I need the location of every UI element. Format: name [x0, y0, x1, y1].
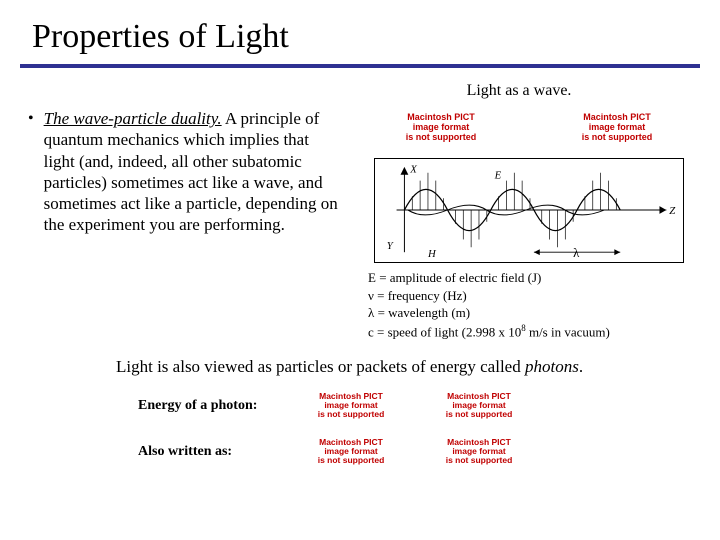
wave-diagram: X E Z H Y λ [374, 158, 684, 263]
energy-row-2: Also written as: Macintosh PICTimage for… [138, 433, 700, 471]
pict-error-icon: Macintosh PICT image format is not suppo… [552, 108, 682, 148]
pict-error-icon: Macintosh PICT image format is not suppo… [376, 108, 506, 148]
photon-line: Light is also viewed as particles or pac… [116, 357, 700, 377]
bullet-marker: • [28, 108, 34, 341]
left-column: • The wave-particle duality. A principle… [28, 108, 338, 341]
svg-text:H: H [427, 248, 437, 260]
pict-error-icon: Macintosh PICTimage formatis not support… [296, 387, 406, 425]
page-title: Properties of Light [32, 18, 720, 56]
lead-phrase: The wave-particle duality. [44, 109, 222, 128]
svg-text:E: E [494, 170, 502, 182]
wave-legend: E = amplitude of electric field (J) ν = … [358, 269, 700, 341]
svg-text:Y: Y [387, 240, 394, 252]
svg-text:X: X [409, 164, 417, 176]
right-column: Macintosh PICT image format is not suppo… [358, 108, 700, 341]
body-paragraph: The wave-particle duality. A principle o… [44, 108, 338, 341]
energy-label-1: Energy of a photon: [138, 398, 278, 414]
pict-error-icon: Macintosh PICTimage formatis not support… [296, 433, 406, 471]
subtitle: Light as a wave. [338, 82, 700, 100]
energy-label-2: Also written as: [138, 444, 278, 460]
pict-error-icon: Macintosh PICTimage formatis not support… [424, 387, 534, 425]
pict-error-icon: Macintosh PICTimage formatis not support… [424, 433, 534, 471]
svg-text:Z: Z [669, 205, 676, 217]
energy-row-1: Energy of a photon: Macintosh PICTimage … [138, 387, 700, 425]
svg-text:λ: λ [573, 246, 580, 260]
